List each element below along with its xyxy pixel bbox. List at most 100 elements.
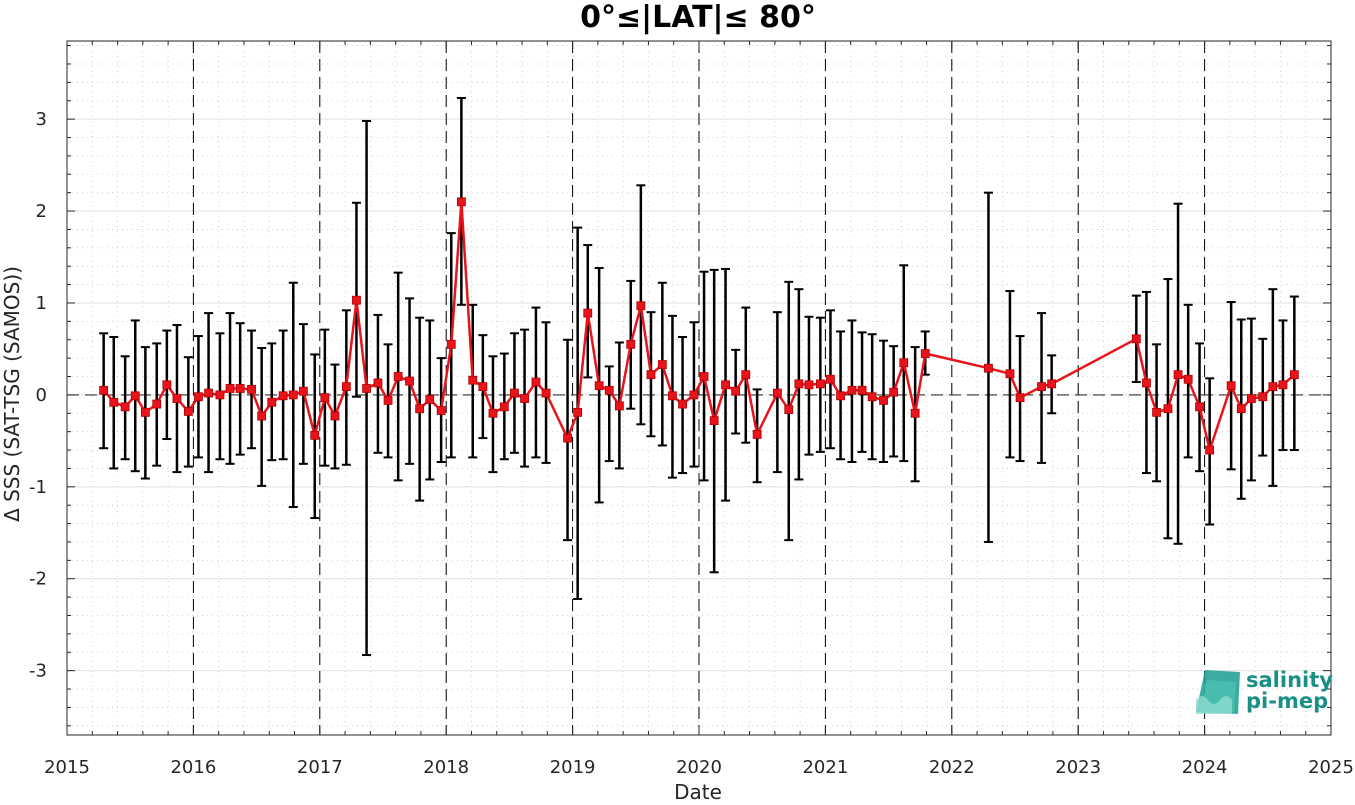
data-point bbox=[626, 339, 636, 349]
data-point bbox=[510, 388, 519, 398]
data-point bbox=[678, 399, 687, 409]
data-point bbox=[310, 430, 320, 440]
data-point bbox=[1142, 378, 1151, 388]
data-point bbox=[373, 378, 383, 388]
data-point bbox=[826, 374, 835, 384]
x-tick-label: 2021 bbox=[802, 757, 848, 778]
data-point bbox=[278, 391, 288, 401]
data-point bbox=[1005, 369, 1015, 379]
data-point bbox=[1268, 382, 1278, 392]
y-tick-label: 0 bbox=[36, 385, 47, 406]
data-point bbox=[920, 349, 930, 358]
data-point bbox=[172, 394, 182, 403]
data-point bbox=[1205, 445, 1215, 455]
data-point bbox=[140, 407, 150, 417]
data-point bbox=[468, 375, 478, 385]
data-point bbox=[1015, 393, 1025, 403]
data-point bbox=[1226, 381, 1236, 391]
x-tick-label: 2015 bbox=[44, 757, 90, 778]
data-point bbox=[393, 372, 403, 381]
chart-title: 0°≤|LAT|≤ 80° bbox=[580, 0, 816, 35]
x-tick-label: 2018 bbox=[423, 757, 469, 778]
data-point bbox=[235, 384, 245, 393]
data-point bbox=[699, 372, 709, 381]
data-point bbox=[109, 397, 119, 407]
axes: 2015 2016 2017 2018 2019 2020 2021 2022 2023 2024… bbox=[29, 40, 1354, 778]
data-point bbox=[1131, 334, 1141, 344]
y-tick-label: 1 bbox=[36, 293, 47, 314]
data-point bbox=[1236, 404, 1246, 414]
data-point bbox=[362, 384, 371, 393]
x-tick-label: 2019 bbox=[550, 757, 596, 778]
data-point bbox=[225, 384, 235, 393]
series-markers bbox=[99, 197, 1299, 455]
data-point bbox=[646, 370, 656, 380]
data-point bbox=[1183, 374, 1193, 384]
data-point bbox=[478, 382, 488, 392]
data-point bbox=[604, 385, 614, 395]
data-point bbox=[1163, 404, 1173, 414]
data-point bbox=[130, 391, 140, 401]
data-point bbox=[320, 393, 330, 403]
logo-line2: pi-mep bbox=[1246, 689, 1328, 713]
data-point bbox=[120, 402, 130, 412]
data-point bbox=[425, 395, 435, 404]
data-point bbox=[456, 197, 466, 207]
data-point bbox=[1047, 379, 1057, 389]
data-point bbox=[573, 407, 583, 417]
data-point bbox=[488, 408, 498, 418]
x-tick-label: 2023 bbox=[1055, 757, 1101, 778]
data-point bbox=[520, 394, 529, 403]
data-point bbox=[772, 388, 782, 398]
data-point bbox=[330, 411, 340, 421]
data-point bbox=[689, 390, 699, 400]
data-point bbox=[405, 376, 414, 386]
data-point bbox=[731, 386, 741, 396]
salinity-pi-mep-logo: salinity pi-mep bbox=[1196, 668, 1333, 714]
data-point bbox=[910, 408, 920, 418]
x-tick-label: 2017 bbox=[297, 757, 343, 778]
data-point bbox=[741, 370, 751, 380]
data-point bbox=[204, 388, 213, 398]
data-point bbox=[247, 384, 256, 394]
data-point bbox=[288, 390, 298, 400]
data-point bbox=[721, 380, 730, 390]
data-point bbox=[194, 392, 203, 402]
data-point bbox=[499, 402, 509, 412]
data-point bbox=[563, 433, 572, 443]
data-point bbox=[614, 401, 624, 411]
x-tick-label: 2022 bbox=[929, 757, 975, 778]
data-point bbox=[446, 339, 456, 349]
logo-line1: salinity bbox=[1246, 668, 1333, 692]
data-point bbox=[1278, 380, 1288, 390]
data-point bbox=[99, 385, 109, 395]
data-point bbox=[668, 391, 677, 401]
data-point bbox=[531, 377, 541, 387]
data-point bbox=[436, 406, 446, 415]
data-point bbox=[815, 379, 825, 389]
data-point bbox=[1152, 407, 1161, 417]
data-point bbox=[1246, 394, 1256, 403]
x-tick-label: 2024 bbox=[1182, 757, 1228, 778]
data-point bbox=[1289, 370, 1299, 380]
data-point bbox=[583, 308, 593, 318]
data-point bbox=[415, 404, 425, 414]
data-point bbox=[752, 430, 762, 439]
data-point bbox=[257, 411, 267, 421]
data-point bbox=[215, 390, 225, 400]
data-point bbox=[1258, 392, 1268, 402]
data-point bbox=[794, 379, 804, 389]
data-point bbox=[1173, 370, 1183, 380]
data-point bbox=[657, 360, 667, 369]
data-point bbox=[804, 380, 814, 390]
data-point bbox=[847, 385, 857, 395]
wave-icon bbox=[1196, 670, 1240, 714]
data-point bbox=[984, 363, 993, 373]
data-point bbox=[636, 301, 646, 311]
data-point bbox=[709, 416, 719, 426]
x-tick-label: 2016 bbox=[170, 757, 216, 778]
data-point bbox=[162, 380, 172, 390]
y-tick-label: 3 bbox=[36, 109, 47, 130]
